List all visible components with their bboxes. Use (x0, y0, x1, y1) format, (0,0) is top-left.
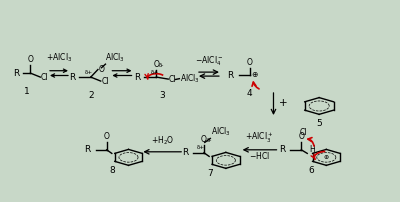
Text: 1: 1 (24, 86, 30, 96)
Text: R: R (69, 73, 75, 82)
Text: H: H (309, 145, 315, 154)
Text: O: O (153, 60, 159, 69)
Text: O: O (28, 55, 33, 64)
Text: R: R (228, 71, 234, 80)
Text: δ+: δ+ (85, 70, 93, 75)
Text: ⊕: ⊕ (252, 70, 258, 79)
Text: $-$AlCl$_4^-$: $-$AlCl$_4^-$ (194, 54, 223, 67)
Text: δ-: δ- (159, 63, 164, 67)
Text: R: R (279, 145, 286, 154)
Text: O: O (104, 133, 110, 141)
Text: +AlCl$_3^+$: +AlCl$_3^+$ (246, 131, 274, 145)
Text: O: O (98, 65, 104, 74)
Text: Cl: Cl (41, 73, 49, 82)
Text: 6: 6 (308, 166, 314, 175)
Text: Cl: Cl (102, 77, 109, 86)
Text: AlCl$_3$: AlCl$_3$ (211, 125, 231, 138)
Text: O: O (247, 58, 252, 67)
Text: +H$_2$O: +H$_2$O (150, 134, 174, 147)
Text: 4: 4 (247, 88, 252, 98)
Text: AlCl$_3$: AlCl$_3$ (106, 51, 125, 64)
Text: 2: 2 (88, 90, 94, 100)
Text: δ+: δ+ (150, 69, 158, 75)
Text: O: O (298, 133, 304, 141)
Text: R: R (13, 69, 19, 78)
Text: +: + (280, 98, 288, 108)
Text: 3: 3 (159, 90, 165, 100)
Text: +AlCl$_3$: +AlCl$_3$ (46, 52, 72, 64)
Text: δ-: δ- (206, 138, 212, 143)
Text: $-$HCl: $-$HCl (249, 150, 270, 161)
Text: Cl: Cl (299, 128, 307, 137)
Text: ⊕: ⊕ (324, 155, 329, 160)
Text: 5: 5 (316, 119, 322, 128)
Text: δ+: δ+ (197, 145, 205, 150)
Text: O: O (201, 135, 207, 144)
Text: 8: 8 (110, 166, 116, 175)
Text: R: R (84, 145, 91, 154)
Text: AlCl$_3$: AlCl$_3$ (180, 73, 200, 85)
Text: Cl: Cl (169, 75, 176, 84)
Text: 7: 7 (207, 169, 213, 178)
Text: R: R (134, 73, 140, 82)
Text: R: R (182, 148, 188, 157)
